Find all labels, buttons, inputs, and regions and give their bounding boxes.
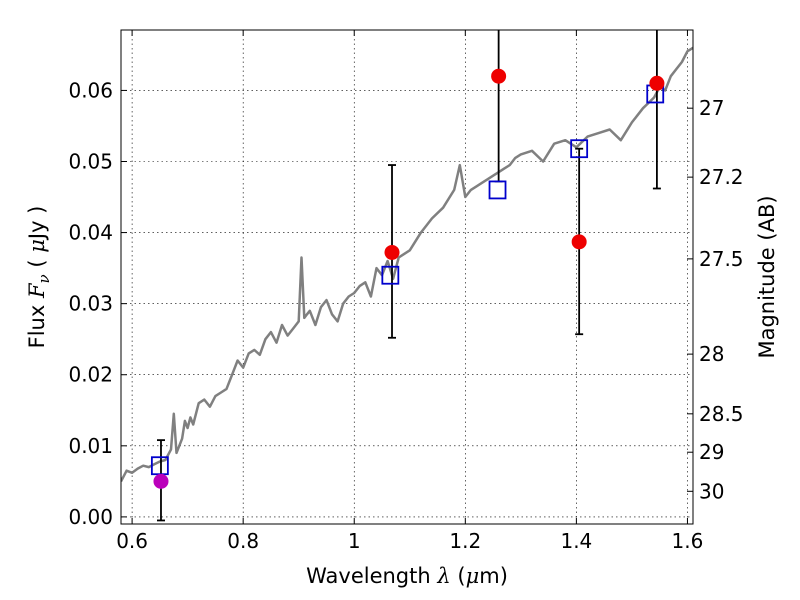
x-axis-label-prefix: Wavelength bbox=[306, 564, 431, 588]
model-spectrum-line bbox=[121, 46, 693, 482]
grid bbox=[121, 30, 693, 524]
ticks: 0.6 0.8 1 1.2 1.4 1.6 0.00 0.01 0.02 0.03 0.04 0.05… bbox=[68, 30, 744, 553]
y-tick-label: 0.06 bbox=[68, 78, 113, 102]
y2-axis-label: Magnitude (AB) bbox=[755, 195, 779, 358]
x-axis-label-unit-rest: m) bbox=[479, 564, 508, 588]
observed-flux-point bbox=[153, 473, 169, 489]
y-axis-label-subscript: ν bbox=[35, 274, 53, 283]
error-bars bbox=[150, 30, 665, 522]
x-tick-label: 1.6 bbox=[672, 529, 704, 553]
data-layer bbox=[121, 46, 693, 482]
y-tick-label: 0.01 bbox=[68, 434, 113, 458]
x-tick-label: 1 bbox=[348, 529, 361, 553]
y-tick-label: 0.03 bbox=[68, 292, 113, 316]
x-tick-label: 1.2 bbox=[449, 529, 481, 553]
y-axis-label-symbol: F bbox=[25, 282, 49, 299]
model-photometry-square bbox=[381, 265, 400, 285]
plot-frame bbox=[120, 29, 694, 525]
observed-flux-point bbox=[571, 234, 587, 250]
y2-tick-label: 27 bbox=[699, 96, 724, 120]
x-axis-label-unit-open: ( bbox=[457, 564, 465, 588]
y-axis-label-unit-open: ( bbox=[25, 259, 49, 267]
y-axis-label-prefix: Flux bbox=[25, 305, 49, 349]
model-photometry-square bbox=[570, 139, 589, 159]
plot-background bbox=[121, 30, 693, 524]
x-axis-label-unit-mu: μ bbox=[466, 564, 480, 588]
model-photometry-square bbox=[488, 180, 507, 200]
y2-tick-label: 28 bbox=[699, 342, 724, 366]
y-tick-label: 0.02 bbox=[68, 363, 113, 387]
y-axis-label: Flux Fν ( μJy ) bbox=[25, 206, 53, 349]
y2-tick-label: 27.5 bbox=[699, 247, 744, 271]
x-tick-label: 1.4 bbox=[560, 529, 592, 553]
y2-tick-label: 29 bbox=[699, 440, 724, 464]
y-tick-label: 0.05 bbox=[68, 149, 113, 173]
y2-tick-label: 28.5 bbox=[699, 402, 744, 426]
x-axis-label-symbol: λ bbox=[436, 564, 450, 588]
observed-flux-point bbox=[649, 75, 665, 91]
x-tick-label: 0.8 bbox=[227, 529, 259, 553]
y-tick-label: 0.00 bbox=[68, 505, 113, 529]
x-axis-label: Wavelength λ (μm) bbox=[306, 564, 508, 588]
y2-tick-label: 27.2 bbox=[699, 165, 744, 189]
y2-tick-label: 30 bbox=[699, 479, 724, 503]
y-tick-label: 0.04 bbox=[68, 221, 113, 245]
x-tick-label: 0.6 bbox=[116, 529, 148, 553]
observed-flux-point bbox=[491, 68, 507, 84]
y-axis-label-unit-rest: Jy ) bbox=[25, 206, 49, 242]
observed-flux-point bbox=[384, 244, 400, 260]
y-axis-label-unit-mu: μ bbox=[25, 239, 49, 253]
